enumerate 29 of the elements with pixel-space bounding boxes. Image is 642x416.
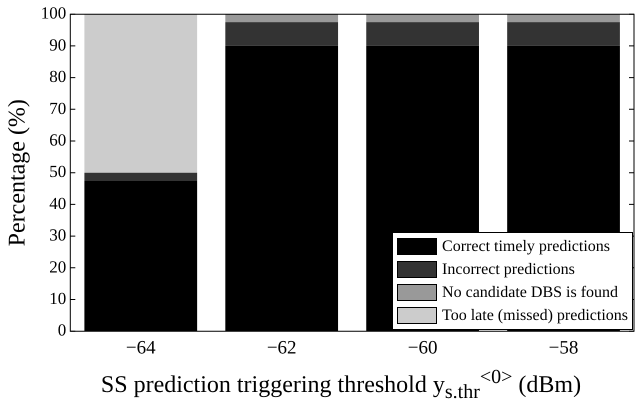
bar [507,22,620,46]
x-tick-label: −62 [266,338,297,359]
y-tick-label: 20 [49,257,66,276]
x-axis-title: SS prediction triggering threshold y$_{s.thr}$$^{<0>}$ (dBm) [100,366,582,404]
y-axis-title: Percentage (%) [4,99,31,246]
x-tick-label: −64 [126,338,156,359]
bar [366,22,479,46]
bar [225,14,338,22]
x-tick-label: −60 [408,338,438,359]
y-tick-label: 70 [49,98,66,118]
y-tick-label: 40 [49,194,66,213]
y-tick-label: 30 [49,226,66,245]
y-tick-label: 0 [58,320,66,340]
legend-label: Incorrect predictions [442,260,575,279]
y-tick-label: 50 [49,162,66,182]
y-tick-label: 90 [49,35,66,54]
y-tick-label: 10 [49,288,66,308]
x-tick-label: −58 [548,338,578,359]
legend-label: Too late (missed) predictions [442,306,628,325]
legend-label: Correct timely predictions [442,238,610,256]
bar [366,14,479,22]
y-tick-label: 60 [49,130,66,150]
bar [225,22,338,46]
y-tick-label: 100 [40,4,66,23]
bar [84,172,198,181]
legend-label: No candidate DBS is found [442,284,618,302]
y-tick-label: 80 [49,67,66,86]
bar [84,14,198,173]
bar [507,14,620,22]
